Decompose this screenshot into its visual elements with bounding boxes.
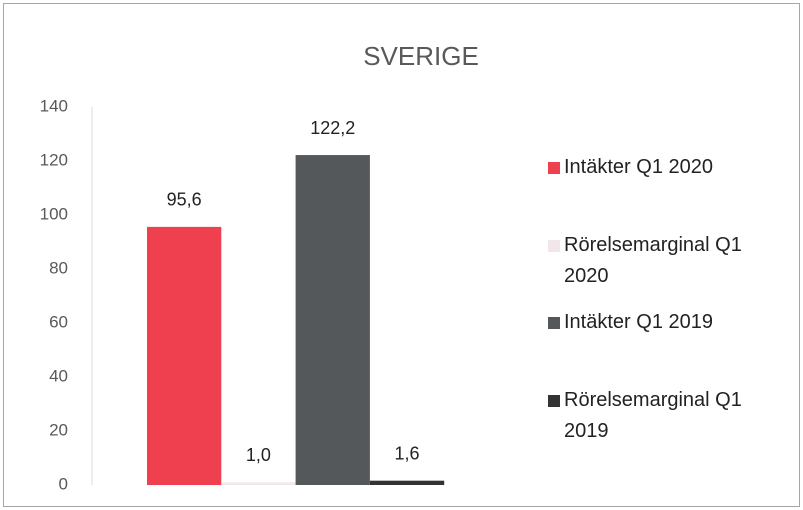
legend-swatch [548,394,560,407]
y-tick-label: 20 [49,420,68,439]
legend-item: Rörelsemarginal Q1 2020 [548,230,773,292]
y-tick-label: 40 [49,366,68,385]
data-label: 1,0 [246,445,271,465]
data-label: 95,6 [167,190,202,210]
bar [369,480,445,485]
y-tick-label: 80 [49,258,68,277]
legend-item: Intäkter Q1 2020 [548,152,773,183]
y-tick-label: 120 [40,150,68,169]
legend-label: Intäkter Q1 2020 [564,156,713,178]
legend-swatch [548,317,560,329]
legend-swatch [548,239,560,252]
legend-item: Intäkter Q1 2019 [548,307,773,338]
legend-swatch [548,162,560,174]
y-tick-label: 140 [40,96,68,115]
bar [221,482,296,485]
legend-label: Rörelsemarginal Q1 2019 [564,388,742,442]
y-tick-label: 60 [49,312,68,331]
data-label: 122,2 [310,118,355,138]
y-tick-label: 0 [59,474,68,493]
legend-label: Intäkter Q1 2019 [564,311,713,333]
bar [295,155,370,485]
legend-item: Rörelsemarginal Q1 2019 [548,385,773,447]
chart-title: SVERIGE [363,41,479,71]
y-tick-label: 100 [40,204,68,223]
frame [3,3,800,507]
data-label: 1,6 [395,443,420,463]
bar [147,226,222,485]
legend-label: Rörelsemarginal Q1 2020 [564,233,742,287]
